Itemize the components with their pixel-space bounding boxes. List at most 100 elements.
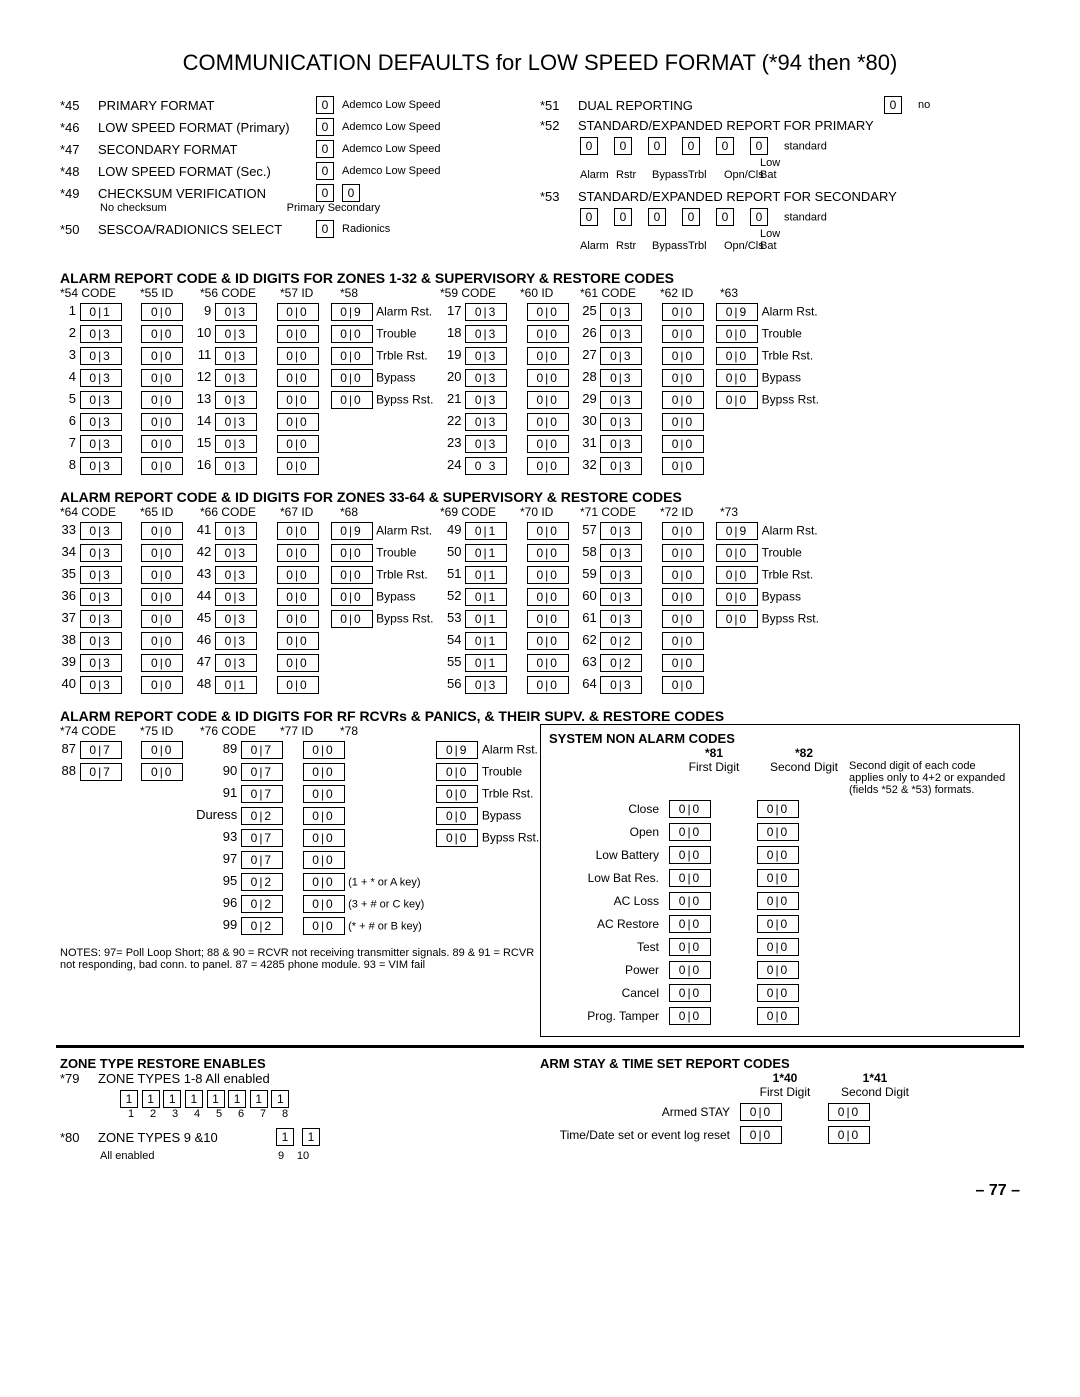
code-box: 0|3 xyxy=(465,413,507,431)
code-box: 0|3 xyxy=(80,544,122,562)
code-box: 0|0 xyxy=(303,741,345,759)
code-box: 0|0 xyxy=(662,588,704,606)
code-box: 0|0 xyxy=(277,588,319,606)
value-box: 0 xyxy=(316,118,334,136)
code-box: 0|2 xyxy=(241,895,283,913)
code-box: 0|0 xyxy=(527,632,569,650)
code-box: 0|0 xyxy=(436,763,478,781)
code-box: 0|0 xyxy=(141,566,183,584)
code-box: 0|0 xyxy=(527,325,569,343)
code-box: 0|0 xyxy=(740,1126,782,1144)
code-box: 0|0 xyxy=(331,610,373,628)
code-box: 0|7 xyxy=(80,763,122,781)
code-box: 0|0 xyxy=(740,1103,782,1121)
value-box: 0 xyxy=(614,208,632,226)
code-box: 0|7 xyxy=(241,785,283,803)
code-box: 0|0 xyxy=(527,654,569,672)
code-box: 0|0 xyxy=(757,823,799,841)
code-box: 0|0 xyxy=(669,938,711,956)
code-box: 0|9 xyxy=(436,741,478,759)
code-box: 0|0 xyxy=(277,457,319,475)
code-box: 0|7 xyxy=(80,741,122,759)
code-box: 0|3 xyxy=(600,435,642,453)
code-box: 0|0 xyxy=(527,544,569,562)
code-box: 0|0 xyxy=(303,763,345,781)
code-box: 0|3 xyxy=(215,654,257,672)
code-box: 0|3 xyxy=(600,676,642,694)
code-box: 0|0 xyxy=(277,435,319,453)
code-box: 0|3 xyxy=(600,347,642,365)
code-box: 0|9 xyxy=(331,303,373,321)
value-box: 0 xyxy=(750,137,768,155)
field-*47: *47 SECONDARY FORMAT 0 Ademco Low Speed xyxy=(60,140,540,158)
field-51: *51DUAL REPORTING0no xyxy=(540,96,1020,114)
field-*53: *53STANDARD/EXPANDED REPORT FOR SECONDAR… xyxy=(540,189,1020,204)
code-box: 0|0 xyxy=(277,654,319,672)
field-*50: *50 SESCOA/RADIONICS SELECT 0 Radionics xyxy=(60,220,540,238)
code-box: 0|3 xyxy=(465,347,507,365)
code-box: 0|9 xyxy=(331,522,373,540)
code-box: 0|3 xyxy=(600,391,642,409)
code-box: 0|1 xyxy=(465,610,507,628)
code-box: 0|3 xyxy=(465,369,507,387)
code-box: 0|0 xyxy=(527,347,569,365)
value-box: 1 xyxy=(250,1090,268,1108)
value-box: 0 xyxy=(316,162,334,180)
code-box: 0|3 xyxy=(80,654,122,672)
code-box: 0 3 xyxy=(465,457,507,475)
code-box: 0|0 xyxy=(277,325,319,343)
code-box: 0|0 xyxy=(669,984,711,1002)
value-box: 0 xyxy=(580,208,598,226)
code-box: 0|3 xyxy=(215,303,257,321)
value-box: 0 xyxy=(716,208,734,226)
value-box: 1 xyxy=(207,1090,225,1108)
code-box: 0|3 xyxy=(465,325,507,343)
code-box: 0|0 xyxy=(716,391,758,409)
value-box: 0 xyxy=(316,220,334,238)
code-box: 0|3 xyxy=(80,325,122,343)
code-box: 0|3 xyxy=(600,325,642,343)
code-box: 0|3 xyxy=(215,413,257,431)
code-box: 0|0 xyxy=(277,544,319,562)
value-box: 0 xyxy=(716,137,734,155)
code-box: 0|0 xyxy=(141,763,183,781)
value-box: 0 xyxy=(614,137,632,155)
code-box: 0|3 xyxy=(600,588,642,606)
code-box: 0|0 xyxy=(303,873,345,891)
code-box: 0|0 xyxy=(277,632,319,650)
code-box: 0|3 xyxy=(600,566,642,584)
code-box: 0|9 xyxy=(716,522,758,540)
code-box: 0|3 xyxy=(600,413,642,431)
value-box: 0 xyxy=(316,96,334,114)
code-box: 0|0 xyxy=(141,347,183,365)
code-box: 0|0 xyxy=(141,522,183,540)
code-box: 0|3 xyxy=(80,588,122,606)
code-box: 0|3 xyxy=(215,391,257,409)
code-box: 0|0 xyxy=(527,522,569,540)
code-box: 0|1 xyxy=(80,303,122,321)
code-box: 0|1 xyxy=(465,566,507,584)
code-box: 0|0 xyxy=(757,892,799,910)
code-box: 0|0 xyxy=(527,566,569,584)
value-box: 1 xyxy=(120,1090,138,1108)
code-box: 0|0 xyxy=(757,938,799,956)
code-box: 0|0 xyxy=(331,566,373,584)
code-box: 0|0 xyxy=(141,325,183,343)
code-box: 0|3 xyxy=(600,610,642,628)
code-box: 0|3 xyxy=(215,588,257,606)
code-box: 0|0 xyxy=(828,1126,870,1144)
code-box: 0|0 xyxy=(303,785,345,803)
code-box: 0|1 xyxy=(465,654,507,672)
field-*52: *52STANDARD/EXPANDED REPORT FOR PRIMARY xyxy=(540,118,1020,133)
code-box: 0|0 xyxy=(716,588,758,606)
code-box: 0|0 xyxy=(669,892,711,910)
code-box: 0|0 xyxy=(141,369,183,387)
code-box: 0|3 xyxy=(80,369,122,387)
code-box: 0|3 xyxy=(465,391,507,409)
code-box: 0|0 xyxy=(757,1007,799,1025)
code-box: 0|0 xyxy=(662,676,704,694)
code-box: 0|2 xyxy=(600,632,642,650)
code-box: 0|0 xyxy=(716,369,758,387)
value-box: 0 xyxy=(316,184,334,202)
code-box: 0|0 xyxy=(757,869,799,887)
